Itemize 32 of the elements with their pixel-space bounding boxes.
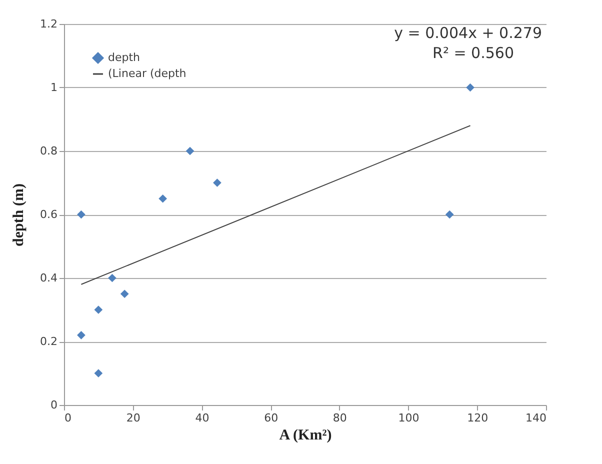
legend-label: (Linear (depth <box>108 67 186 80</box>
x-tick-label: 120 <box>467 412 488 424</box>
point <box>466 83 474 92</box>
point <box>94 369 103 378</box>
point <box>120 290 129 298</box>
annotation: R² = 0.560 <box>432 44 514 62</box>
x-tick-label: 60 <box>264 412 278 424</box>
point <box>94 306 103 314</box>
x-tick-label: 100 <box>398 412 420 424</box>
point <box>445 210 454 219</box>
y-tick-label: 1 <box>50 81 58 94</box>
y-tick-label: 0.2 <box>40 335 58 348</box>
point <box>77 210 86 219</box>
y-tick-label: 0.4 <box>40 272 58 284</box>
y-axis-title: depth (m) <box>11 184 28 246</box>
x-tick-label: 80 <box>332 412 347 424</box>
x-tick-label: 20 <box>126 412 140 424</box>
y-tick-label: 0 <box>50 398 58 412</box>
point <box>77 330 86 340</box>
x-tick-label: 140 <box>526 412 546 424</box>
legend-label: depth <box>108 51 140 64</box>
point <box>108 274 116 282</box>
point <box>158 194 167 203</box>
x-axis-title: A (Km²) <box>279 428 332 444</box>
point <box>186 146 194 156</box>
y-tick-label: 1.2 <box>40 18 58 30</box>
y-tick-label: 0.8 <box>40 144 58 158</box>
y-tick-label: 0.6 <box>40 208 58 221</box>
annotation: y = 0.004x + 0.279 <box>394 24 542 42</box>
point <box>213 178 222 187</box>
x-tick-label: 40 <box>195 412 210 424</box>
x-tick-label: 0 <box>64 412 72 424</box>
